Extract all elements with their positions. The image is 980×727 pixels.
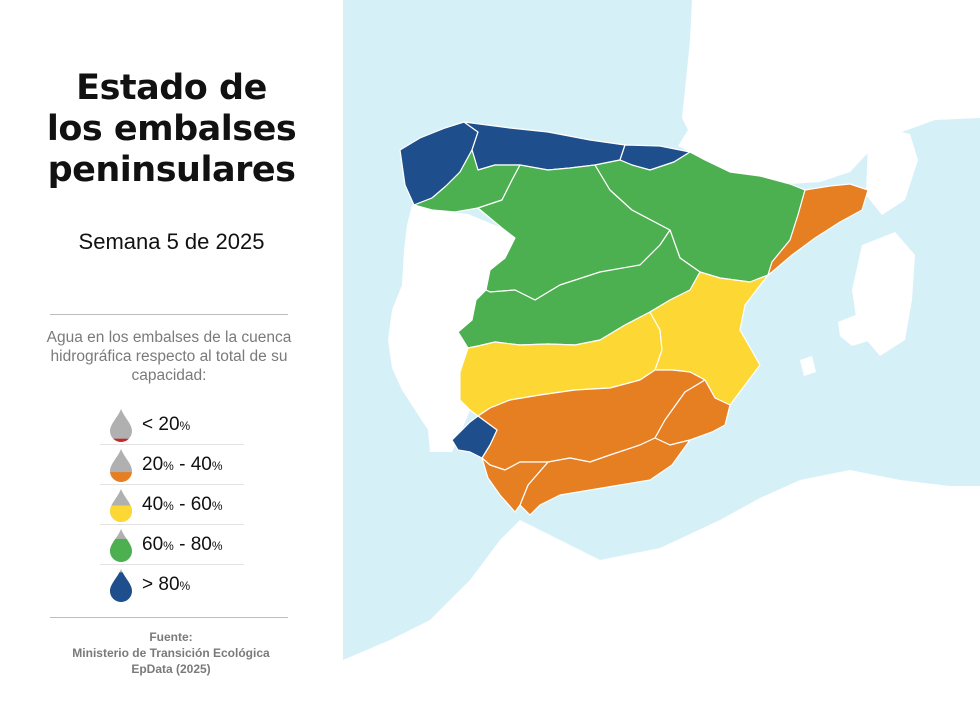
legend-item: < 20%	[100, 405, 244, 445]
legend-description: Agua en los embalses de la cuenca hidrog…	[46, 329, 292, 384]
legend-item: > 80%	[100, 565, 244, 604]
divider-bottom	[50, 617, 288, 618]
basin-tinto-odiel-piedras	[451, 415, 498, 459]
drop-icon	[110, 528, 132, 562]
basin-cataluna	[767, 183, 869, 276]
legend-unit: %	[179, 578, 191, 593]
legend-range-end: - 60	[173, 493, 212, 515]
source-line-1: Ministerio de Transición Ecológica	[72, 646, 270, 660]
ibiza-island	[800, 356, 816, 376]
north-africa-land	[343, 470, 980, 727]
legend-unit: %	[211, 458, 223, 473]
legend-label: 60% - 80%	[142, 534, 223, 556]
drop-fill-level	[110, 505, 132, 522]
legend-unit: %	[211, 498, 223, 513]
legend-range-end: - 80	[173, 533, 212, 555]
title-line-1: Estado de	[76, 68, 267, 108]
legend-item: 40% - 60%	[100, 485, 244, 525]
title-line-3: peninsulares	[47, 150, 296, 190]
legend: < 20% 20% - 40% 40% - 60% 60% - 80% > 80…	[100, 405, 244, 604]
title-line-2: los embalses	[46, 109, 297, 149]
portugal-land	[388, 205, 515, 452]
drop-empty-part	[110, 408, 132, 442]
corsica-island	[866, 128, 918, 215]
legend-item: 20% - 40%	[100, 445, 244, 485]
legend-label: < 20%	[142, 414, 190, 436]
map-panel	[343, 0, 980, 727]
menorca-island	[888, 302, 904, 314]
legend-range-end: - 40	[173, 453, 212, 475]
legend-range-start: > 80	[142, 573, 180, 595]
sidebar-panel: Estado de los embalses peninsulares Sema…	[0, 0, 343, 727]
mallorca-island	[838, 314, 875, 346]
drop-fill-level	[110, 571, 132, 602]
legend-item: 60% - 80%	[100, 525, 244, 565]
divider-top	[50, 314, 288, 315]
drop-icon	[110, 568, 132, 602]
basin-mediterranea-andaluza	[519, 437, 691, 516]
legend-label: 40% - 60%	[142, 494, 223, 516]
legend-range-start: 40	[142, 493, 164, 515]
legend-range-start: 60	[142, 533, 164, 555]
week-subtitle: Semana 5 de 2025	[78, 229, 265, 254]
legend-unit: %	[211, 538, 223, 553]
drop-icon	[110, 448, 132, 482]
source-line-2: EpData (2025)	[131, 662, 211, 676]
drop-fill-level	[110, 471, 132, 482]
basin-guadalete-barbate	[481, 457, 549, 513]
drop-fill-level	[110, 438, 132, 442]
legend-unit: %	[163, 538, 174, 553]
drop-icon	[110, 488, 132, 522]
legend-label: > 80%	[142, 574, 190, 596]
legend-range-start: < 20	[142, 413, 180, 435]
source-note: Fuente: Ministerio de Transición Ecológi…	[40, 629, 302, 677]
legend-unit: %	[163, 458, 174, 473]
legend-unit: %	[163, 498, 174, 513]
legend-unit: %	[179, 418, 191, 433]
page-title: Estado de los embalses peninsulares	[0, 68, 343, 191]
legend-label: 20% - 40%	[142, 454, 223, 476]
drop-icon	[110, 408, 132, 442]
drop-fill-level	[110, 538, 132, 562]
source-heading: Fuente:	[149, 630, 193, 644]
legend-range-start: 20	[142, 453, 164, 475]
iberia-map	[343, 0, 980, 727]
